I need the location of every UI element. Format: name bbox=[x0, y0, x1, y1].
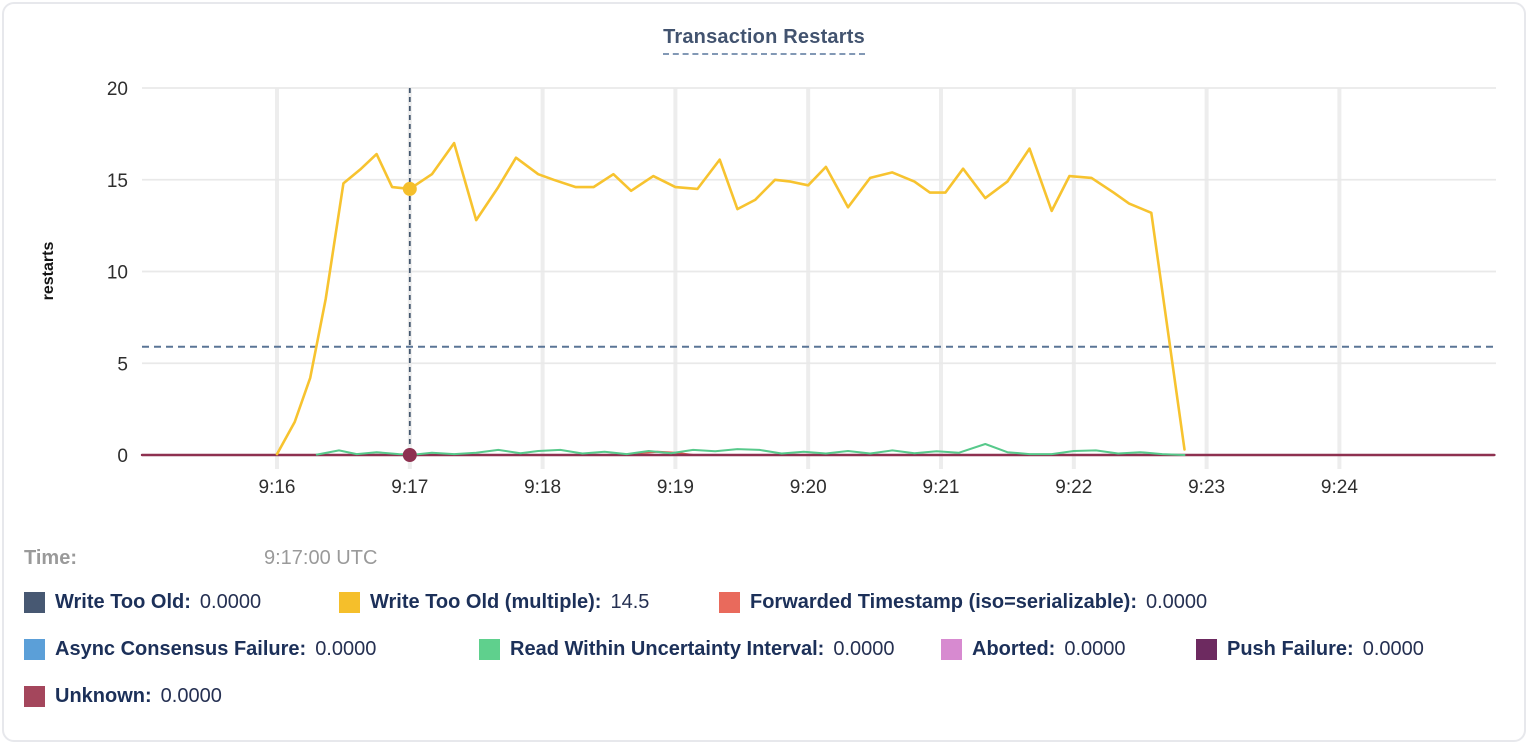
hover-dot-write_too_old_multiple bbox=[402, 181, 417, 196]
legend-row-1: Write Too Old: 0.0000 Write Too Old (mul… bbox=[24, 590, 1512, 614]
legend-value: 0.0000 bbox=[833, 637, 895, 660]
y-tick-label: 15 bbox=[107, 171, 128, 192]
legend-swatch-async-consensus-failure bbox=[24, 638, 45, 660]
x-tick-label: 9:18 bbox=[524, 477, 561, 498]
legend-row-2: Async Consensus Failure: 0.0000 Read Wit… bbox=[24, 637, 1512, 661]
chart-title-row: Transaction Restarts bbox=[4, 26, 1524, 55]
y-tick-label: 20 bbox=[107, 79, 128, 100]
legend-swatch-read-within-uncertainty bbox=[479, 638, 500, 660]
legend-label: Read Within Uncertainty Interval: bbox=[510, 637, 825, 660]
legend-label: Async Consensus Failure: bbox=[55, 637, 307, 660]
chart-svg[interactable]: 9:16 9:17 9:18 9:19 9:20 9:21 9:22 9:23 9:24 0 5 10… bbox=[4, 4, 1528, 524]
x-tick-label: 9:20 bbox=[790, 477, 827, 498]
x-tick-label: 9:19 bbox=[657, 477, 694, 498]
hover-time-row: Time: 9:17:00 UTC bbox=[24, 547, 1504, 571]
legend-value: 14.5 bbox=[610, 590, 650, 613]
legend-item-write-too-old-multiple: Write Too Old (multiple): 14.5 bbox=[339, 591, 719, 614]
legend-label: Unknown: bbox=[55, 684, 152, 707]
legend-swatch-write-too-old bbox=[24, 591, 45, 613]
y-tick-label: 10 bbox=[107, 263, 128, 284]
x-tick-label: 9:22 bbox=[1055, 477, 1092, 498]
time-label: Time: bbox=[24, 547, 77, 569]
x-tick-label: 9:21 bbox=[923, 477, 960, 498]
legend-value: 0.0000 bbox=[1145, 590, 1208, 613]
chart-legend: Write Too Old: 0.0000 Write Too Old (mul… bbox=[24, 590, 1512, 731]
legend-swatch-push-failure bbox=[1196, 638, 1217, 660]
legend-row-3: Unknown: 0.0000 bbox=[24, 684, 1512, 708]
legend-label: Forwarded Timestamp (iso=serializable): bbox=[750, 590, 1137, 613]
legend-value: 0.0000 bbox=[1064, 637, 1126, 660]
y-tick-label: 0 bbox=[117, 446, 128, 467]
legend-value: 0.0000 bbox=[160, 684, 222, 707]
legend-swatch-write-too-old-multiple bbox=[339, 591, 360, 613]
legend-value: 0.0000 bbox=[199, 590, 262, 613]
legend-item-aborted: Aborted: 0.0000 bbox=[941, 638, 1196, 661]
legend-swatch-unknown bbox=[24, 685, 45, 707]
x-tick-label: 9:24 bbox=[1321, 477, 1358, 498]
x-tick-label: 9:16 bbox=[259, 477, 296, 498]
time-value: 9:17:00 UTC bbox=[264, 547, 378, 569]
y-axis-label: restarts bbox=[40, 241, 57, 301]
legend-label: Write Too Old: bbox=[55, 590, 191, 613]
legend-swatch-forwarded-timestamp bbox=[719, 591, 740, 613]
hover-dot-unknown bbox=[402, 448, 417, 462]
chart-title: Transaction Restarts bbox=[663, 26, 865, 55]
legend-swatch-aborted bbox=[941, 638, 962, 660]
legend-value: 0.0000 bbox=[315, 637, 377, 660]
legend-item-write-too-old: Write Too Old: 0.0000 bbox=[24, 591, 339, 614]
legend-label: Push Failure: bbox=[1227, 637, 1354, 660]
legend-item-async-consensus-failure: Async Consensus Failure: 0.0000 bbox=[24, 638, 479, 661]
legend-item-push-failure: Push Failure: 0.0000 bbox=[1196, 638, 1424, 661]
x-tick-label: 9:17 bbox=[391, 477, 428, 498]
x-tick-label: 9:23 bbox=[1188, 477, 1225, 498]
legend-item-forwarded-timestamp: Forwarded Timestamp (iso=serializable): … bbox=[719, 591, 1207, 614]
legend-value: 0.0000 bbox=[1362, 637, 1424, 660]
legend-item-unknown: Unknown: 0.0000 bbox=[24, 685, 222, 708]
series-line-read_within_uncertainty bbox=[315, 443, 1186, 456]
y-tick-label: 5 bbox=[117, 354, 128, 375]
legend-item-read-within-uncertainty: Read Within Uncertainty Interval: 0.0000 bbox=[479, 638, 941, 661]
legend-label: Aborted: bbox=[972, 637, 1056, 660]
legend-label: Write Too Old (multiple): bbox=[370, 590, 602, 613]
